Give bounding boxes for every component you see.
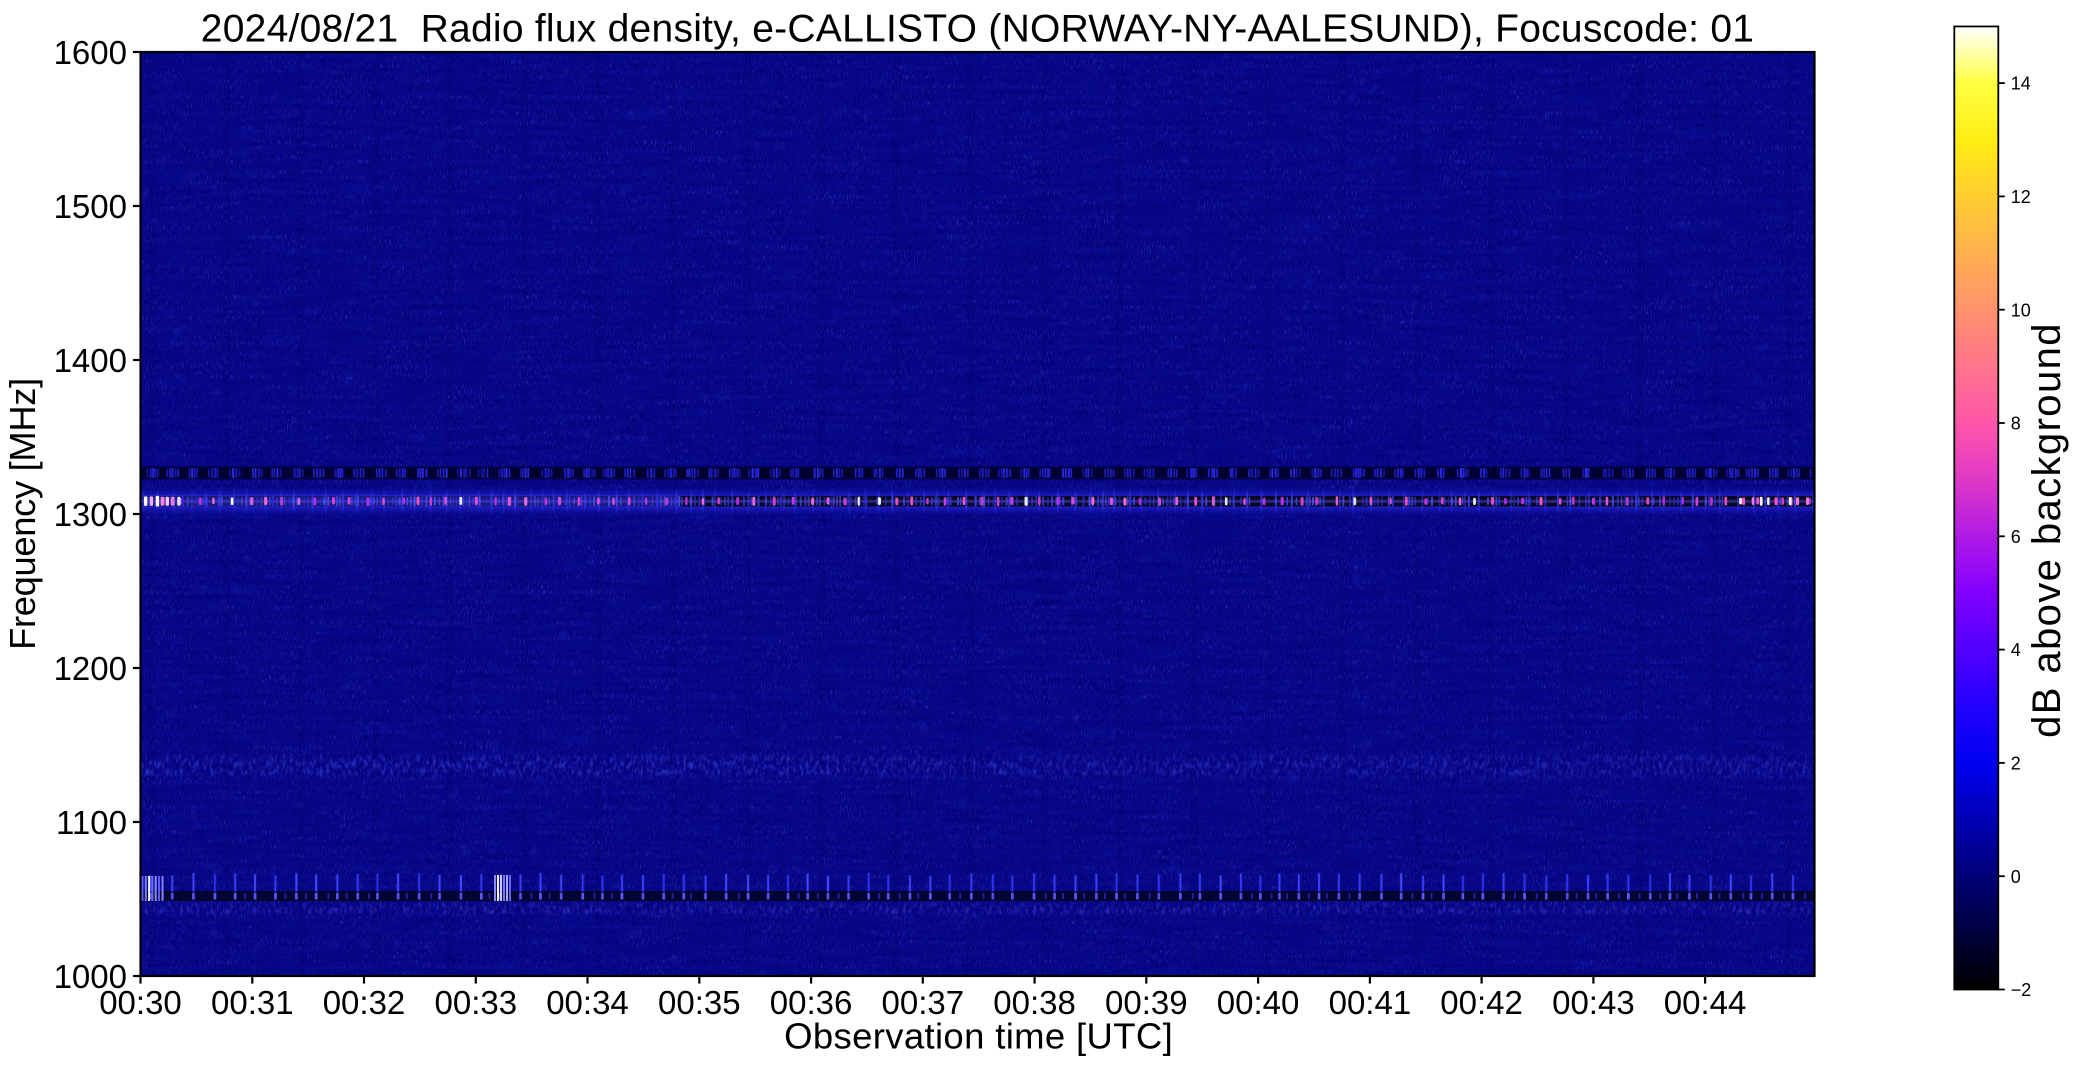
svg-text:1100: 1100	[56, 804, 127, 841]
svg-text:Observation time [UTC]: Observation time [UTC]	[784, 1016, 1173, 1057]
svg-text:00:41: 00:41	[1329, 984, 1412, 1021]
svg-text:00:36: 00:36	[770, 984, 853, 1021]
svg-text:00:43: 00:43	[1552, 984, 1635, 1021]
svg-text:10: 10	[2011, 300, 2031, 320]
svg-text:00:34: 00:34	[546, 984, 629, 1021]
svg-text:00:37: 00:37	[882, 984, 965, 1021]
svg-text:14: 14	[2011, 74, 2031, 94]
svg-text:1500: 1500	[54, 188, 127, 225]
svg-text:1600: 1600	[54, 34, 127, 71]
svg-text:00:32: 00:32	[323, 984, 406, 1021]
svg-text:dB above background: dB above background	[2025, 322, 2069, 738]
svg-text:8: 8	[2011, 414, 2021, 434]
svg-text:4: 4	[2011, 640, 2021, 660]
svg-text:6: 6	[2011, 527, 2021, 547]
svg-text:−2: −2	[2011, 980, 2032, 1000]
svg-text:00:42: 00:42	[1440, 984, 1523, 1021]
svg-text:00:44: 00:44	[1664, 984, 1747, 1021]
svg-text:1400: 1400	[54, 342, 127, 379]
svg-text:12: 12	[2011, 187, 2031, 207]
svg-text:00:35: 00:35	[658, 984, 741, 1021]
svg-text:00:38: 00:38	[993, 984, 1076, 1021]
svg-text:0: 0	[2011, 867, 2021, 887]
svg-text:1300: 1300	[54, 496, 127, 533]
svg-text:1000: 1000	[54, 958, 127, 995]
svg-text:00:40: 00:40	[1217, 984, 1300, 1021]
svg-text:Frequency [MHz]: Frequency [MHz]	[2, 378, 43, 650]
svg-text:00:31: 00:31	[211, 984, 294, 1021]
svg-text:00:39: 00:39	[1105, 984, 1188, 1021]
svg-text:00:33: 00:33	[435, 984, 518, 1021]
svg-text:00:30: 00:30	[99, 984, 182, 1021]
svg-text:1200: 1200	[54, 650, 127, 687]
svg-text:2: 2	[2011, 754, 2021, 774]
svg-text:2024/08/21 Radio flux density: 2024/08/21 Radio flux density, e-CALLIST…	[201, 7, 1755, 50]
